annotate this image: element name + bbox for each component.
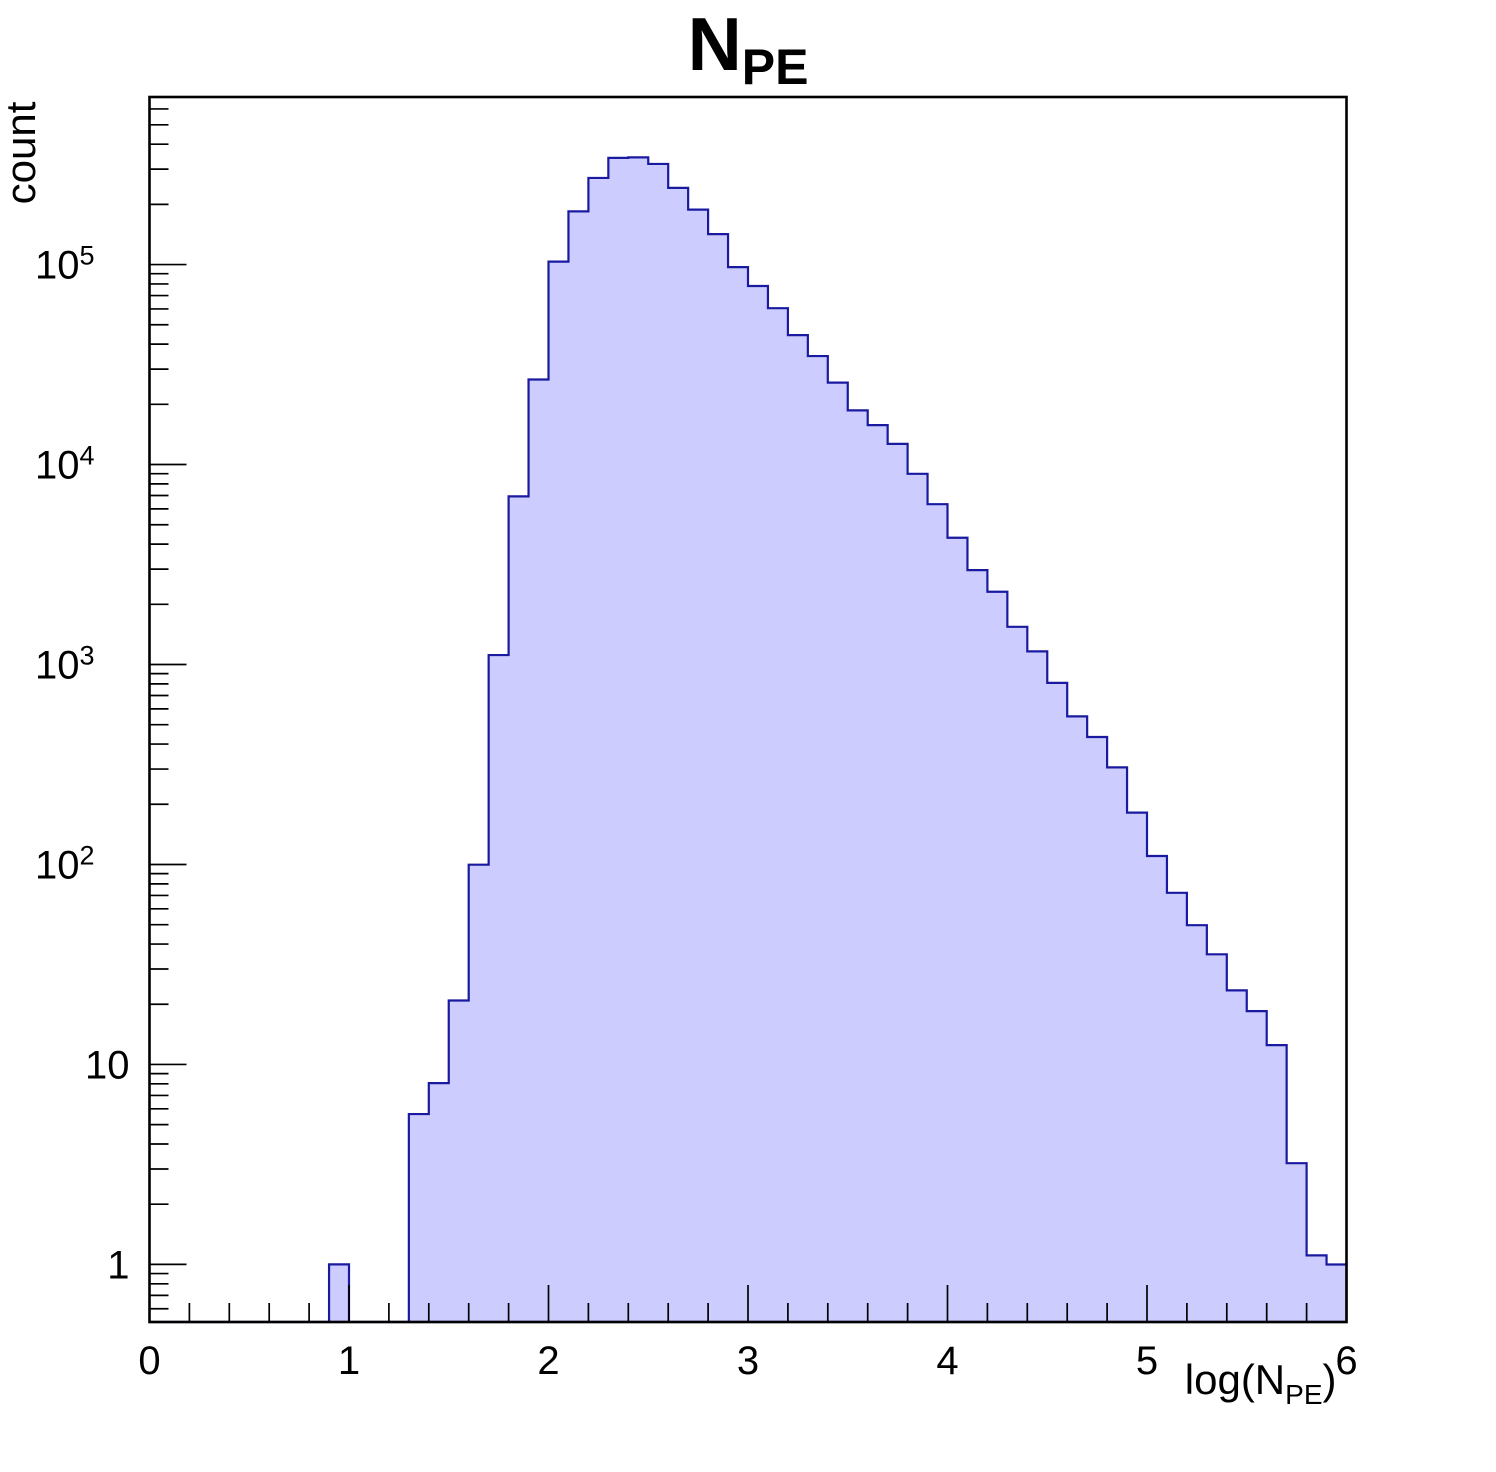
svg-text:10: 10 [85,1043,130,1087]
svg-text:1: 1 [107,1243,129,1287]
svg-text:6: 6 [1335,1339,1357,1383]
svg-text:1: 1 [338,1339,360,1383]
svg-text:5: 5 [1136,1339,1158,1383]
svg-text:4: 4 [936,1339,958,1383]
svg-text:2: 2 [537,1339,559,1383]
svg-text:3: 3 [737,1339,759,1383]
svg-text:0: 0 [138,1339,160,1383]
svg-text:count: count [0,101,44,204]
